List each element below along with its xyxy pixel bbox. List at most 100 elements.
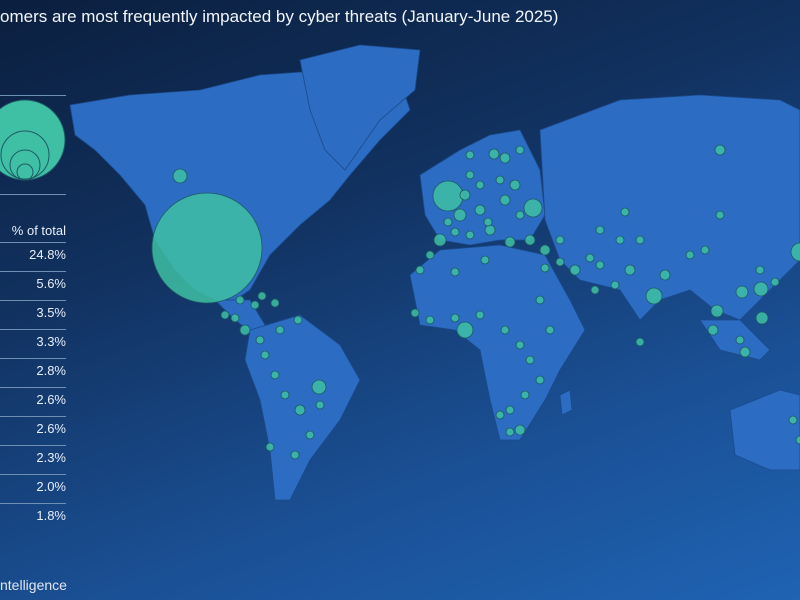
country-bubble[interactable]	[475, 180, 485, 190]
country-bubble[interactable]	[624, 264, 636, 276]
country-bubble[interactable]	[255, 335, 265, 345]
country-bubble[interactable]	[555, 257, 565, 267]
country-bubble[interactable]	[459, 189, 471, 201]
country-bubble[interactable]	[515, 210, 525, 220]
country-bubble[interactable]	[523, 198, 543, 218]
country-bubble[interactable]	[433, 233, 447, 247]
legend-row-value: 24.8%	[0, 242, 66, 262]
greenland	[299, 44, 421, 171]
country-bubble[interactable]	[620, 207, 630, 217]
country-bubble[interactable]	[465, 150, 475, 160]
country-bubble[interactable]	[715, 210, 725, 220]
country-bubble[interactable]	[425, 315, 435, 325]
country-bubble[interactable]	[450, 313, 460, 323]
country-bubble[interactable]	[488, 148, 500, 160]
country-bubble[interactable]	[635, 235, 645, 245]
country-bubble[interactable]	[499, 194, 511, 206]
country-bubble[interactable]	[714, 144, 726, 156]
country-bubble[interactable]	[280, 390, 290, 400]
country-bubble[interactable]	[610, 280, 620, 290]
country-bubble[interactable]	[151, 192, 263, 304]
country-bubble[interactable]	[265, 442, 275, 452]
country-bubble[interactable]	[770, 277, 780, 287]
country-bubble[interactable]	[735, 335, 745, 345]
country-bubble[interactable]	[790, 242, 800, 262]
country-bubble[interactable]	[700, 245, 710, 255]
country-bubble[interactable]	[739, 346, 751, 358]
country-bubble[interactable]	[250, 300, 260, 310]
country-bubble[interactable]	[500, 325, 510, 335]
country-bubble[interactable]	[443, 217, 453, 227]
country-bubble[interactable]	[645, 287, 663, 305]
country-bubble[interactable]	[535, 375, 545, 385]
country-bubble[interactable]	[504, 236, 516, 248]
country-bubble[interactable]	[260, 350, 270, 360]
country-bubble[interactable]	[707, 324, 719, 336]
country-bubble[interactable]	[230, 313, 240, 323]
country-bubble[interactable]	[755, 265, 765, 275]
country-bubble[interactable]	[172, 168, 188, 184]
country-bubble[interactable]	[475, 310, 485, 320]
country-bubble[interactable]	[432, 180, 464, 212]
country-bubble[interactable]	[788, 415, 798, 425]
country-bubble[interactable]	[410, 308, 420, 318]
country-bubble[interactable]	[595, 260, 605, 270]
column-header: % of total	[11, 223, 66, 238]
country-bubble[interactable]	[456, 321, 474, 339]
country-bubble[interactable]	[505, 405, 515, 415]
country-bubble[interactable]	[590, 285, 600, 295]
country-bubble[interactable]	[635, 337, 645, 347]
country-bubble[interactable]	[520, 390, 530, 400]
country-bubble[interactable]	[615, 235, 625, 245]
country-bubble[interactable]	[585, 253, 595, 263]
country-bubble[interactable]	[735, 285, 749, 299]
country-bubble[interactable]	[465, 230, 475, 240]
country-bubble[interactable]	[595, 225, 605, 235]
country-bubble[interactable]	[270, 370, 280, 380]
country-bubble[interactable]	[539, 244, 551, 256]
country-bubble[interactable]	[315, 400, 325, 410]
country-bubble[interactable]	[294, 404, 306, 416]
country-bubble[interactable]	[270, 298, 280, 308]
country-bubble[interactable]	[545, 325, 555, 335]
country-bubble[interactable]	[257, 291, 267, 301]
country-bubble[interactable]	[540, 263, 550, 273]
country-bubble[interactable]	[659, 269, 671, 281]
country-bubble[interactable]	[483, 217, 493, 227]
country-bubble[interactable]	[415, 265, 425, 275]
country-bubble[interactable]	[495, 175, 505, 185]
country-bubble[interactable]	[505, 427, 515, 437]
country-bubble[interactable]	[453, 208, 467, 222]
country-bubble[interactable]	[484, 224, 496, 236]
country-bubble[interactable]	[235, 295, 245, 305]
country-bubble[interactable]	[220, 310, 230, 320]
country-bubble[interactable]	[525, 355, 535, 365]
country-bubble[interactable]	[311, 379, 327, 395]
country-bubble[interactable]	[753, 281, 769, 297]
country-bubble[interactable]	[555, 235, 565, 245]
country-bubble[interactable]	[795, 435, 800, 445]
country-bubble[interactable]	[685, 250, 695, 260]
country-bubble[interactable]	[569, 264, 581, 276]
country-bubble[interactable]	[465, 170, 475, 180]
country-bubble[interactable]	[515, 340, 525, 350]
country-bubble[interactable]	[290, 450, 300, 460]
country-bubble[interactable]	[305, 430, 315, 440]
country-bubble[interactable]	[495, 410, 505, 420]
country-bubble[interactable]	[514, 424, 526, 436]
country-bubble[interactable]	[499, 152, 511, 164]
country-bubble[interactable]	[450, 227, 460, 237]
country-bubble[interactable]	[524, 234, 536, 246]
country-bubble[interactable]	[275, 325, 285, 335]
country-bubble[interactable]	[425, 250, 435, 260]
country-bubble[interactable]	[710, 304, 724, 318]
country-bubble[interactable]	[474, 204, 486, 216]
country-bubble[interactable]	[515, 145, 525, 155]
country-bubble[interactable]	[239, 324, 251, 336]
country-bubble[interactable]	[509, 179, 521, 191]
country-bubble[interactable]	[755, 311, 769, 325]
country-bubble[interactable]	[480, 255, 490, 265]
country-bubble[interactable]	[293, 315, 303, 325]
country-bubble[interactable]	[535, 295, 545, 305]
country-bubble[interactable]	[450, 267, 460, 277]
